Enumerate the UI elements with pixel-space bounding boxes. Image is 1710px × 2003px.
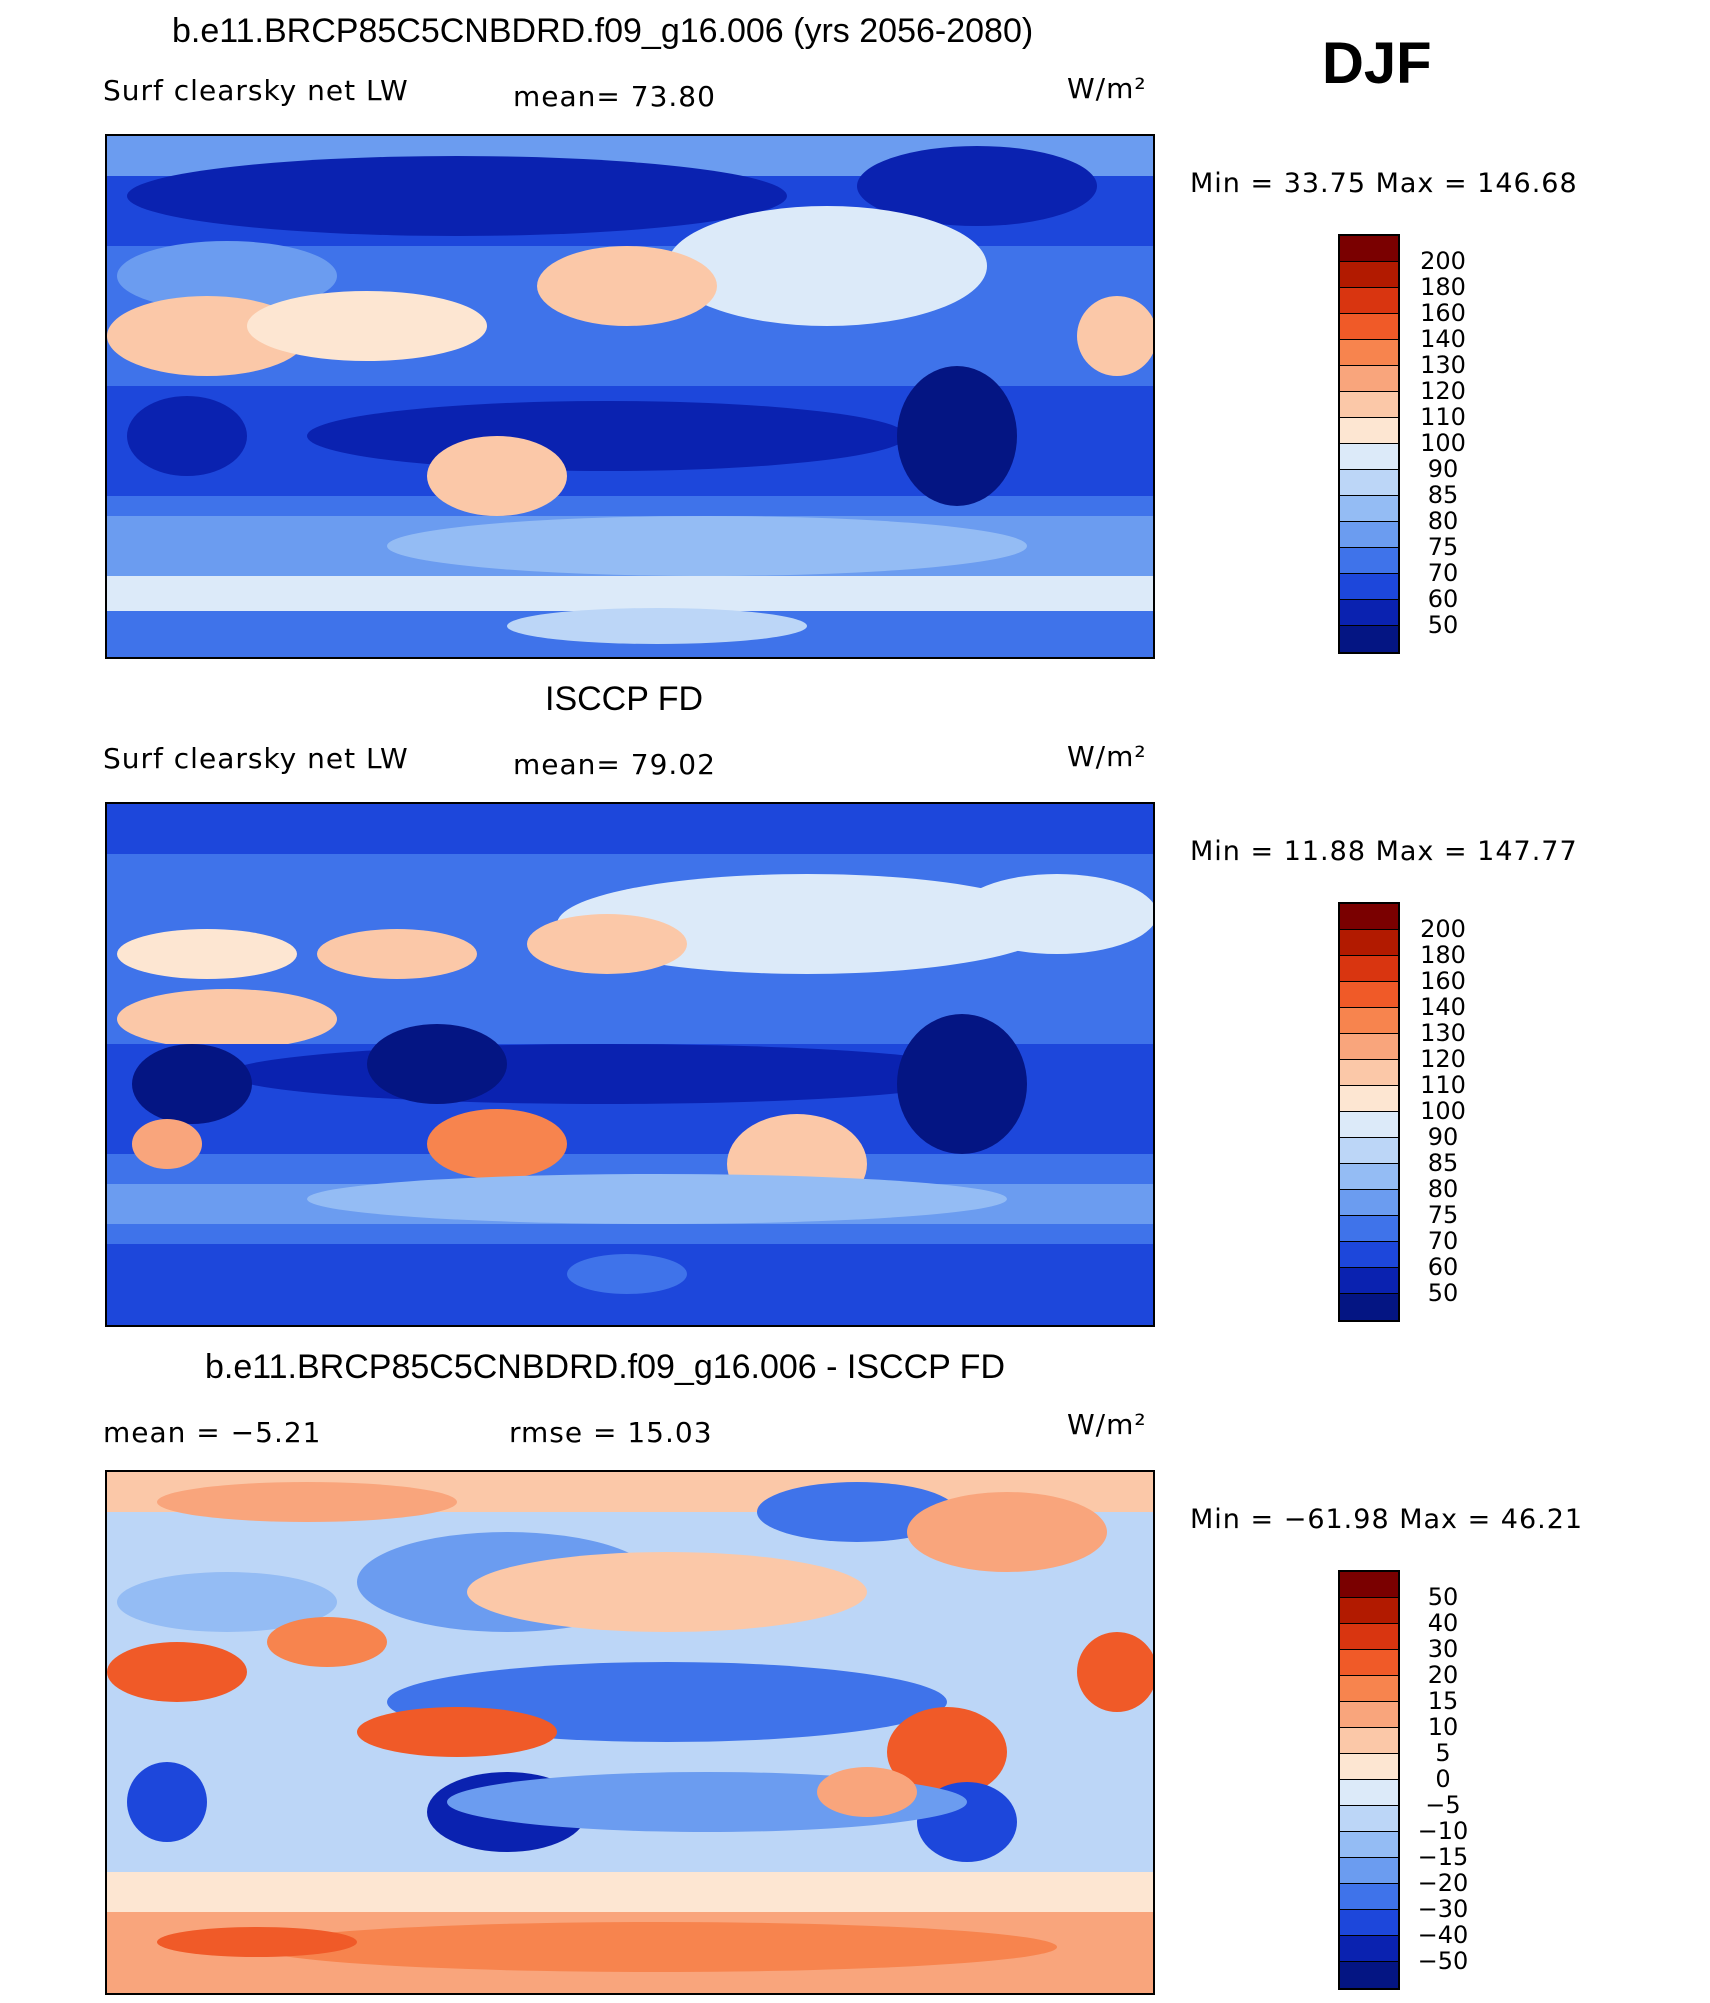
colorbar-tick: 50 (1427, 1279, 1459, 1307)
colorbar-tick: 80 (1427, 1175, 1459, 1203)
colorbar-tick: 30 (1427, 1635, 1459, 1663)
panel1-units: W/m² (1067, 72, 1147, 105)
colorbar-tick: 80 (1427, 507, 1459, 535)
colorbar-tick: −10 (1417, 1817, 1469, 1845)
colorbar-tick: 10 (1427, 1713, 1459, 1741)
colorbar-tick: −20 (1417, 1869, 1469, 1897)
colorbar-tick: 130 (1420, 351, 1466, 379)
colorbar-tick: 110 (1420, 1071, 1466, 1099)
colorbar-tick: 70 (1427, 559, 1459, 587)
panel1-colorbar (1338, 234, 1400, 654)
panel1-title: b.e11.BRCP85C5CNBDRD.f09_g16.006 (yrs 20… (172, 12, 1034, 50)
panel2-colorbar (1338, 902, 1400, 1322)
colorbar-tick: 50 (1427, 611, 1459, 639)
colorbar-tick: 180 (1420, 941, 1466, 969)
colorbar-tick: 20 (1427, 1661, 1459, 1689)
colorbar-tick: 130 (1420, 1019, 1466, 1047)
colorbar-tick: −15 (1417, 1843, 1469, 1871)
panel1-minmax: Min = 33.75 Max = 146.68 (1190, 168, 1578, 199)
panel3-mean-label: mean = −5.21 (103, 1416, 322, 1449)
colorbar-tick: −50 (1417, 1947, 1469, 1975)
panel3-map (105, 1470, 1155, 1995)
colorbar-tick: 0 (1435, 1765, 1451, 1793)
colorbar-tick: 40 (1427, 1609, 1459, 1637)
panel2-units: W/m² (1067, 740, 1147, 773)
panel2-title: ISCCP FD (545, 680, 704, 718)
colorbar-tick: 200 (1420, 247, 1466, 275)
colorbar-tick: 70 (1427, 1227, 1459, 1255)
colorbar-tick: −5 (1425, 1791, 1461, 1819)
colorbar-tick: 100 (1420, 429, 1466, 457)
colorbar-tick: 5 (1435, 1739, 1451, 1767)
panel1-mean-label: mean= 73.80 (513, 80, 716, 113)
colorbar-tick: −30 (1417, 1895, 1469, 1923)
panel3-colorbar-ticks: 50 40 30 20 15 10 5 0 −5 −10 −15 −20 −30… (1408, 1584, 1478, 1974)
colorbar-tick: 60 (1427, 585, 1459, 613)
colorbar-tick: 90 (1427, 1123, 1459, 1151)
colorbar-tick: 120 (1420, 377, 1466, 405)
colorbar-tick: 75 (1427, 1201, 1459, 1229)
colorbar-tick: 50 (1427, 1583, 1459, 1611)
panel3-units: W/m² (1067, 1408, 1147, 1441)
panel2-minmax: Min = 11.88 Max = 147.77 (1190, 836, 1578, 867)
panel2-variable-label: Surf clearsky net LW (103, 742, 409, 775)
panel2-colorbar-ticks: 200 180 160 140 130 120 110 100 90 85 80… (1408, 916, 1478, 1306)
colorbar-tick: 200 (1420, 915, 1466, 943)
colorbar-tick: 180 (1420, 273, 1466, 301)
colorbar-tick: 90 (1427, 455, 1459, 483)
panel1-variable-label: Surf clearsky net LW (103, 74, 409, 107)
season-label: DJF (1322, 31, 1432, 96)
colorbar-tick: 120 (1420, 1045, 1466, 1073)
colorbar-tick: 100 (1420, 1097, 1466, 1125)
colorbar-tick: 140 (1420, 993, 1466, 1021)
panel3-title: b.e11.BRCP85C5CNBDRD.f09_g16.006 - ISCCP… (205, 1348, 1005, 1386)
panel1-map (105, 134, 1155, 659)
panel2-map (105, 802, 1155, 1327)
colorbar-tick: 85 (1427, 1149, 1459, 1177)
colorbar-tick: 85 (1427, 481, 1459, 509)
panel3-rmse-label: rmse = 15.03 (509, 1416, 713, 1449)
colorbar-tick: 75 (1427, 533, 1459, 561)
colorbar-tick: 160 (1420, 299, 1466, 327)
panel3-colorbar (1338, 1570, 1400, 1990)
colorbar-tick: −40 (1417, 1921, 1469, 1949)
panel2-mean-label: mean= 79.02 (513, 748, 716, 781)
colorbar-tick: 110 (1420, 403, 1466, 431)
colorbar-tick: 15 (1427, 1687, 1459, 1715)
colorbar-tick: 160 (1420, 967, 1466, 995)
colorbar-tick: 60 (1427, 1253, 1459, 1281)
colorbar-tick: 140 (1420, 325, 1466, 353)
panel3-minmax: Min = −61.98 Max = 46.21 (1190, 1504, 1584, 1535)
panel1-colorbar-ticks: 200 180 160 140 130 120 110 100 90 85 80… (1408, 248, 1478, 638)
